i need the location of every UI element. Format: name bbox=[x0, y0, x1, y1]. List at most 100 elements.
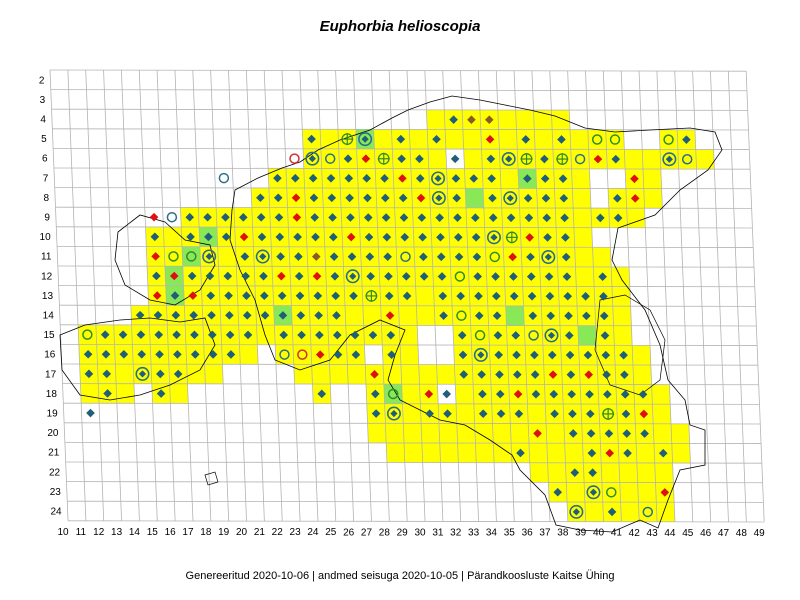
map-footer: Genereeritud 2020-10-06 | andmed seisuga… bbox=[0, 570, 800, 582]
circle-blue-marker bbox=[279, 349, 290, 360]
diamond-blue-marker bbox=[221, 212, 230, 222]
occupied-cell bbox=[601, 462, 620, 483]
diamond-blue-marker bbox=[511, 331, 521, 340]
diamond-blue-marker bbox=[458, 350, 468, 360]
diamond-blue-marker bbox=[207, 310, 216, 320]
diamond-blue-marker bbox=[526, 252, 535, 262]
diamond-blue-marker bbox=[513, 370, 522, 379]
diamond-red-marker bbox=[361, 154, 371, 164]
diamond-blue-marker bbox=[365, 252, 375, 262]
column-label: 24 bbox=[307, 527, 319, 538]
column-label: 14 bbox=[129, 527, 141, 538]
occurrence-markers bbox=[82, 115, 693, 519]
diamond-blue-marker bbox=[277, 291, 287, 301]
diamond-brown-marker bbox=[467, 115, 476, 125]
diamond-in-circle-marker bbox=[255, 249, 270, 264]
grid-col-line bbox=[263, 70, 283, 522]
grid-col-line bbox=[210, 70, 230, 522]
diamond-in-circle-marker bbox=[486, 230, 501, 245]
grid-col-line bbox=[567, 70, 587, 522]
diamond-red-marker bbox=[660, 488, 670, 497]
diamond-red-marker bbox=[385, 311, 395, 320]
column-label: 44 bbox=[664, 528, 676, 539]
diamond-blue-marker bbox=[274, 213, 284, 222]
diamond-red-marker bbox=[277, 271, 286, 281]
occupied-cell bbox=[439, 443, 459, 463]
diamond-blue-marker bbox=[208, 330, 217, 340]
circle-green-marker bbox=[591, 134, 603, 145]
diamond-blue-marker bbox=[371, 409, 381, 418]
diamond-blue-marker bbox=[400, 232, 410, 242]
diamond-blue-marker bbox=[494, 350, 503, 360]
diamond-in-circle-marker bbox=[501, 151, 516, 166]
diamond-blue-marker bbox=[101, 349, 111, 359]
circle-green-marker bbox=[454, 271, 466, 282]
diamond-blue-marker bbox=[170, 291, 180, 300]
row-label: 18 bbox=[46, 389, 58, 400]
occupied-cell bbox=[383, 384, 403, 404]
grid-col-line bbox=[513, 70, 533, 522]
diamond-blue-marker bbox=[658, 448, 668, 458]
occupied-cell bbox=[78, 324, 97, 345]
diamond-blue-marker bbox=[190, 330, 199, 340]
diamond-blue-marker bbox=[491, 272, 500, 281]
diamond-blue-marker bbox=[613, 213, 623, 223]
diamond-in-circle-marker bbox=[569, 504, 584, 519]
column-label: 16 bbox=[165, 527, 177, 538]
occupied-cell bbox=[400, 364, 420, 385]
occupied-cell bbox=[620, 502, 640, 522]
occupied-cell bbox=[546, 423, 565, 444]
diamond-blue-marker bbox=[206, 291, 216, 300]
diamond-blue-marker bbox=[173, 350, 182, 359]
occupied-cell bbox=[452, 305, 471, 326]
occupied-cell bbox=[450, 266, 470, 287]
diamond-blue-marker bbox=[86, 408, 95, 418]
diamond-blue-marker bbox=[493, 331, 503, 340]
circle-green-marker bbox=[168, 251, 179, 262]
circle-red-marker bbox=[289, 153, 300, 164]
diamond-blue-marker bbox=[611, 154, 621, 164]
occupied-cell bbox=[421, 443, 441, 463]
diamond-blue-marker bbox=[332, 330, 342, 340]
diamond-blue-marker bbox=[586, 429, 596, 438]
diamond-blue-marker bbox=[415, 174, 425, 183]
grid-col-line bbox=[156, 70, 176, 521]
occupied-cell bbox=[418, 364, 438, 385]
occupied-cell bbox=[575, 266, 595, 287]
diamond-blue-marker bbox=[457, 330, 467, 340]
diamond-blue-marker bbox=[364, 232, 374, 242]
occupied-cell bbox=[547, 462, 567, 483]
diamond-blue-marker bbox=[314, 311, 323, 320]
occupied-cell bbox=[642, 149, 661, 169]
occupied-cell bbox=[320, 129, 339, 149]
diamond-blue-marker bbox=[135, 310, 145, 320]
column-label: 30 bbox=[414, 527, 426, 538]
diamond-blue-marker bbox=[226, 350, 236, 359]
diamond-blue-marker bbox=[553, 487, 563, 497]
grid-lines bbox=[49, 69, 765, 523]
diamond-blue-marker bbox=[486, 154, 496, 164]
occupied-cell bbox=[426, 109, 446, 130]
diamond-blue-marker bbox=[223, 271, 233, 281]
grid-col-line bbox=[103, 70, 122, 521]
diamond-blue-marker bbox=[308, 173, 318, 183]
crossed-circle-marker bbox=[556, 153, 569, 166]
occupied-cell bbox=[345, 305, 364, 326]
diamond-blue-marker bbox=[437, 272, 447, 281]
occupied-cell bbox=[619, 462, 638, 483]
column-label: 13 bbox=[111, 527, 123, 538]
column-label: 42 bbox=[629, 528, 641, 539]
diamond-blue-marker bbox=[399, 213, 409, 222]
diamond-in-circle-marker bbox=[305, 151, 320, 166]
diamond-blue-marker bbox=[242, 291, 251, 301]
row-label: 24 bbox=[51, 507, 63, 518]
diamond-blue-marker bbox=[436, 252, 446, 262]
diamond-blue-marker bbox=[559, 193, 569, 203]
coastline-saaremaa bbox=[59, 317, 216, 401]
occupied-cell bbox=[695, 149, 715, 170]
diamond-blue-marker bbox=[343, 154, 353, 163]
diamond-blue-marker bbox=[570, 468, 580, 477]
diamond-blue-marker bbox=[293, 232, 302, 242]
grid-col-line bbox=[531, 70, 551, 522]
diamond-blue-marker bbox=[588, 468, 597, 477]
